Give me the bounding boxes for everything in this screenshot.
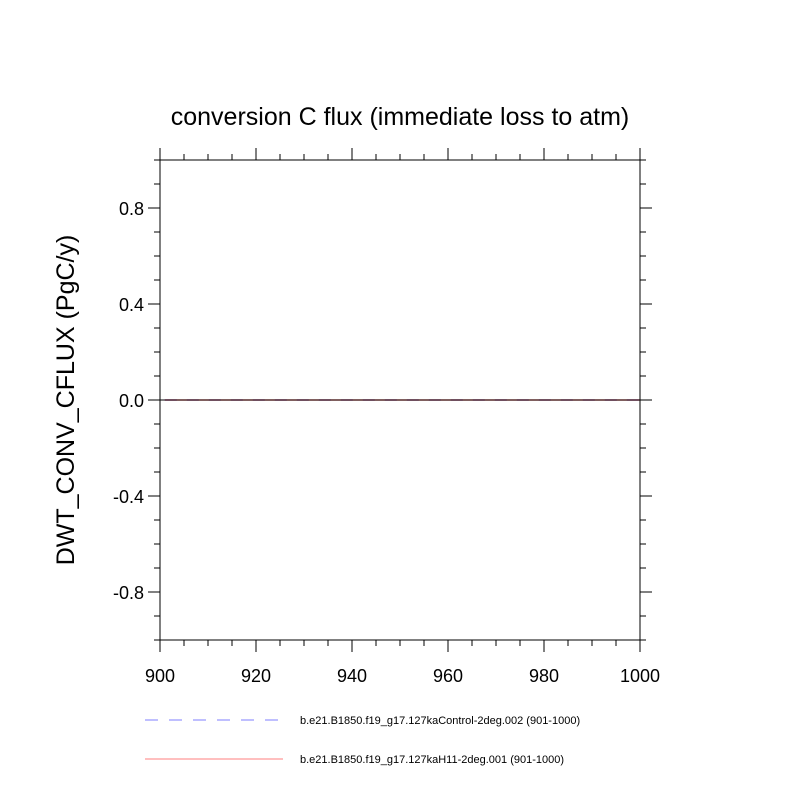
- legend-label: b.e21.B1850.f19_g17.127kaH11-2deg.001 (9…: [300, 754, 564, 766]
- y-axis-label: DWT_CONV_CFLUX (PgC/y): [52, 235, 80, 566]
- ticks-layer: 900 920 940 960 980 1000 -0.8 -0.4 0.0 0.4 0.8: [113, 148, 660, 686]
- y-tick-label: -0.4: [113, 487, 144, 507]
- x-tick-label: 920: [241, 666, 271, 686]
- legend: b.e21.B1850.f19_g17.127kaControl-2deg.00…: [145, 715, 580, 766]
- y-tick-label: 0.8: [119, 199, 144, 219]
- x-tick-label: 900: [145, 666, 175, 686]
- y-tick-label: 0.0: [119, 391, 144, 411]
- legend-label: b.e21.B1850.f19_g17.127kaControl-2deg.00…: [300, 715, 580, 727]
- x-tick-label: 1000: [620, 666, 660, 686]
- x-tick-label: 940: [337, 666, 367, 686]
- x-tick-label: 960: [433, 666, 463, 686]
- y-tick-label: 0.4: [119, 295, 144, 315]
- x-tick-label: 980: [529, 666, 559, 686]
- y-tick-label: -0.8: [113, 583, 144, 603]
- chart-title: conversion C flux (immediate loss to atm…: [171, 103, 629, 131]
